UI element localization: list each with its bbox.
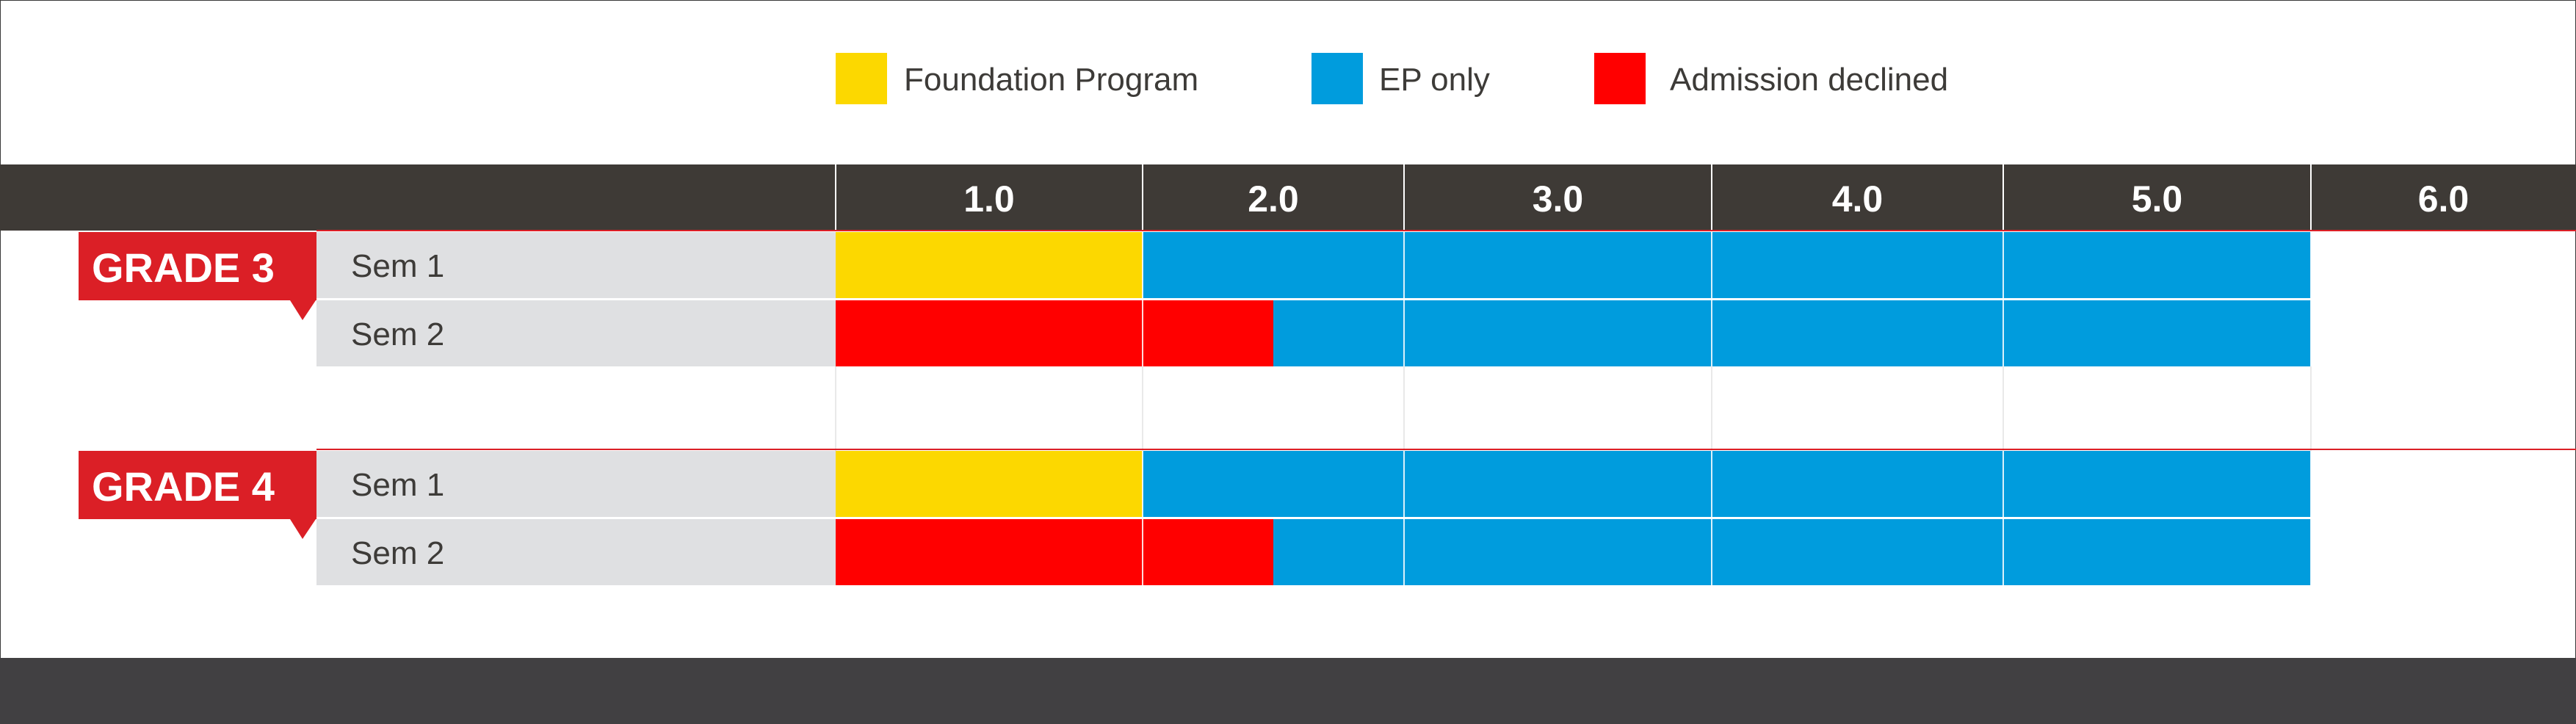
bar-segment-ep-only <box>1143 451 2311 517</box>
legend-label-admission-declined: Admission declined <box>1670 62 1948 98</box>
axis-header-band <box>0 164 2576 231</box>
grade-badge <box>79 451 316 519</box>
grade-badge-pointer <box>290 300 316 320</box>
footer-band <box>0 658 2576 724</box>
grade-label: GRADE 3 <box>92 245 275 291</box>
grade-label: GRADE 4 <box>92 463 275 510</box>
grade-badge <box>79 232 316 300</box>
legend-swatch-ep-only <box>1311 53 1363 104</box>
x-tick-label-4-0: 4.0 <box>1832 178 1884 220</box>
x-tick-label-3-0: 3.0 <box>1533 178 1584 220</box>
row-label-bg <box>316 519 836 585</box>
bar-segment-ep-only <box>1143 232 2311 298</box>
bar-segment-ep-only <box>1273 300 2311 366</box>
x-tick-label-5-0: 5.0 <box>2132 178 2183 220</box>
bar-segment-admission-declined <box>836 300 1143 366</box>
row-label-bg <box>316 451 836 517</box>
grade-badge-pointer <box>290 519 316 539</box>
row-label: Sem 1 <box>351 248 444 284</box>
x-tick-label-6-0: 6.0 <box>2418 178 2470 220</box>
x-tick-label-2-0: 2.0 <box>1248 178 1299 220</box>
row-label: Sem 2 <box>351 535 444 571</box>
bar-segment-foundation-program <box>836 232 1143 298</box>
bar-segment-admission-declined <box>836 519 1143 585</box>
bar-segment-admission-declined <box>1143 519 1273 585</box>
row-label-bg <box>316 300 836 366</box>
bar-segment-foundation-program <box>836 451 1143 517</box>
bar-segment-ep-only <box>1273 519 2311 585</box>
x-tick-label-1-0: 1.0 <box>963 178 1015 220</box>
legend-swatch-admission-declined <box>1594 53 1646 104</box>
legend-swatch-foundation-program <box>836 53 887 104</box>
legend-label-foundation-program: Foundation Program <box>904 62 1198 98</box>
bar-segment-admission-declined <box>1143 300 1273 366</box>
legend-label-ep-only: EP only <box>1379 62 1490 98</box>
row-label: Sem 1 <box>351 467 444 503</box>
row-label: Sem 2 <box>351 316 444 352</box>
row-label-bg <box>316 232 836 298</box>
